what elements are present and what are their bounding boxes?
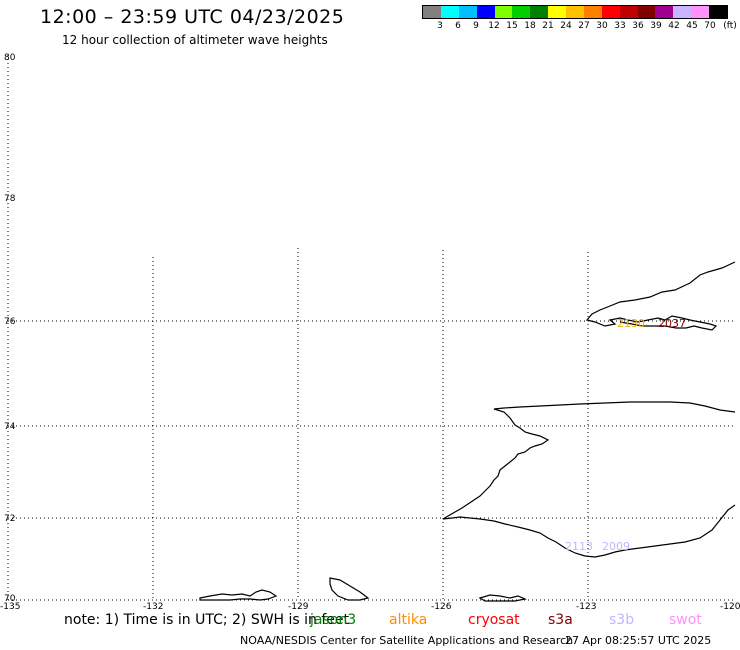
colorbar-label: 33 xyxy=(614,21,626,31)
colorbar-label: 6 xyxy=(455,21,461,31)
footer-credit: NOAA/NESDIS Center for Satellite Applica… xyxy=(240,634,574,647)
map-subtitle: 12 hour collection of altimeter wave hei… xyxy=(62,33,328,47)
colorbar-label: 30 xyxy=(596,21,608,31)
colorbar-label: 21 xyxy=(542,21,554,31)
coastline-herschel xyxy=(329,577,370,601)
colorbar-label: 39 xyxy=(650,21,662,31)
colorbar-label: 27 xyxy=(578,21,590,31)
colorbar-swatch xyxy=(530,6,549,18)
colorbar-swatch xyxy=(673,6,692,18)
colorbar-swatch xyxy=(601,6,620,18)
coastline-delta xyxy=(478,594,528,602)
coastline-small-islands xyxy=(199,589,278,601)
satellite-jason3: jason3 xyxy=(310,612,357,628)
footer-timestamp: 27 Apr 08:25:57 UTC 2025 xyxy=(565,634,712,647)
colorbar-swatch xyxy=(655,6,674,18)
colorbar-label: 24 xyxy=(560,21,572,31)
latitude-labels: 80 78 76 74 72 70 xyxy=(4,53,16,604)
satellite-altika: altika xyxy=(389,612,428,628)
colorbar-label: 70 xyxy=(704,21,716,31)
lon-label: -135 xyxy=(0,602,20,610)
colorbar-unit: (ft) xyxy=(723,21,737,31)
lat-label: 78 xyxy=(4,194,16,204)
lon-label: -132 xyxy=(143,602,163,610)
colorbar-swatch xyxy=(512,6,531,18)
lon-label: -126 xyxy=(431,602,452,610)
track-label: 2037 xyxy=(658,317,686,330)
colorbar-swatch xyxy=(494,6,513,18)
lat-label: 74 xyxy=(4,422,16,432)
map-title: 12:00 – 23:59 UTC 04/23/2025 xyxy=(40,6,345,28)
coastline xyxy=(199,261,736,602)
colorbar-labels: 3 6 9 12 15 18 21 24 27 30 33 36 39 42 45 70 (ft) xyxy=(422,21,740,33)
colorbar-label: 18 xyxy=(524,21,536,31)
colorbar-swatch xyxy=(637,6,656,18)
colorbar-label: 3 xyxy=(437,21,443,31)
satellite-s3b: s3b xyxy=(609,612,635,628)
colorbar-swatch xyxy=(566,6,584,18)
colorbar-swatch xyxy=(458,6,477,18)
legend-note: note: 1) Time is in UTC; 2) SWH is in fe… xyxy=(64,612,350,628)
lon-label: -129 xyxy=(288,602,309,610)
satellite-s3a: s3a xyxy=(548,612,573,628)
satellite-cryosat: cryosat xyxy=(468,612,520,628)
colorbar-label: 45 xyxy=(686,21,698,31)
lat-label: 80 xyxy=(4,53,16,63)
lat-label: 72 xyxy=(4,514,15,524)
coastline-amundsen-gulf xyxy=(442,401,736,520)
lat-label: 76 xyxy=(4,317,16,327)
colorbar-swatch xyxy=(583,6,602,18)
graticule xyxy=(8,248,735,600)
colorbar-swatch xyxy=(423,6,441,18)
colorbar-label: 15 xyxy=(506,21,518,31)
wave-height-colorbar xyxy=(422,5,728,19)
colorbar-swatch xyxy=(440,6,459,18)
longitude-labels: -135 -132 -129 -126 -123 -120 xyxy=(0,602,740,610)
colorbar-label: 36 xyxy=(632,21,644,31)
colorbar-label: 9 xyxy=(473,21,479,31)
colorbar-swatch xyxy=(619,6,638,18)
lat-label: 70 xyxy=(4,594,16,604)
coastline-mainland xyxy=(442,504,736,558)
colorbar-swatch xyxy=(548,6,566,18)
track-label: 2113 xyxy=(565,540,593,553)
coastline-banks-island xyxy=(585,261,736,331)
lon-label: -120 xyxy=(720,602,740,610)
colorbar-swatch xyxy=(709,6,727,18)
colorbar-swatch xyxy=(476,6,495,18)
colorbar-swatch xyxy=(691,6,709,18)
satellite-swot: swot xyxy=(669,612,702,628)
lon-label: -123 xyxy=(576,602,596,610)
altimeter-map: 2130 2037 2113 2009 80 78 76 74 72 70 -1… xyxy=(0,53,740,610)
colorbar-label: 12 xyxy=(488,21,500,31)
colorbar-label: 42 xyxy=(668,21,680,31)
track-label: 2009 xyxy=(602,540,630,553)
track-label: 2130 xyxy=(617,317,645,330)
